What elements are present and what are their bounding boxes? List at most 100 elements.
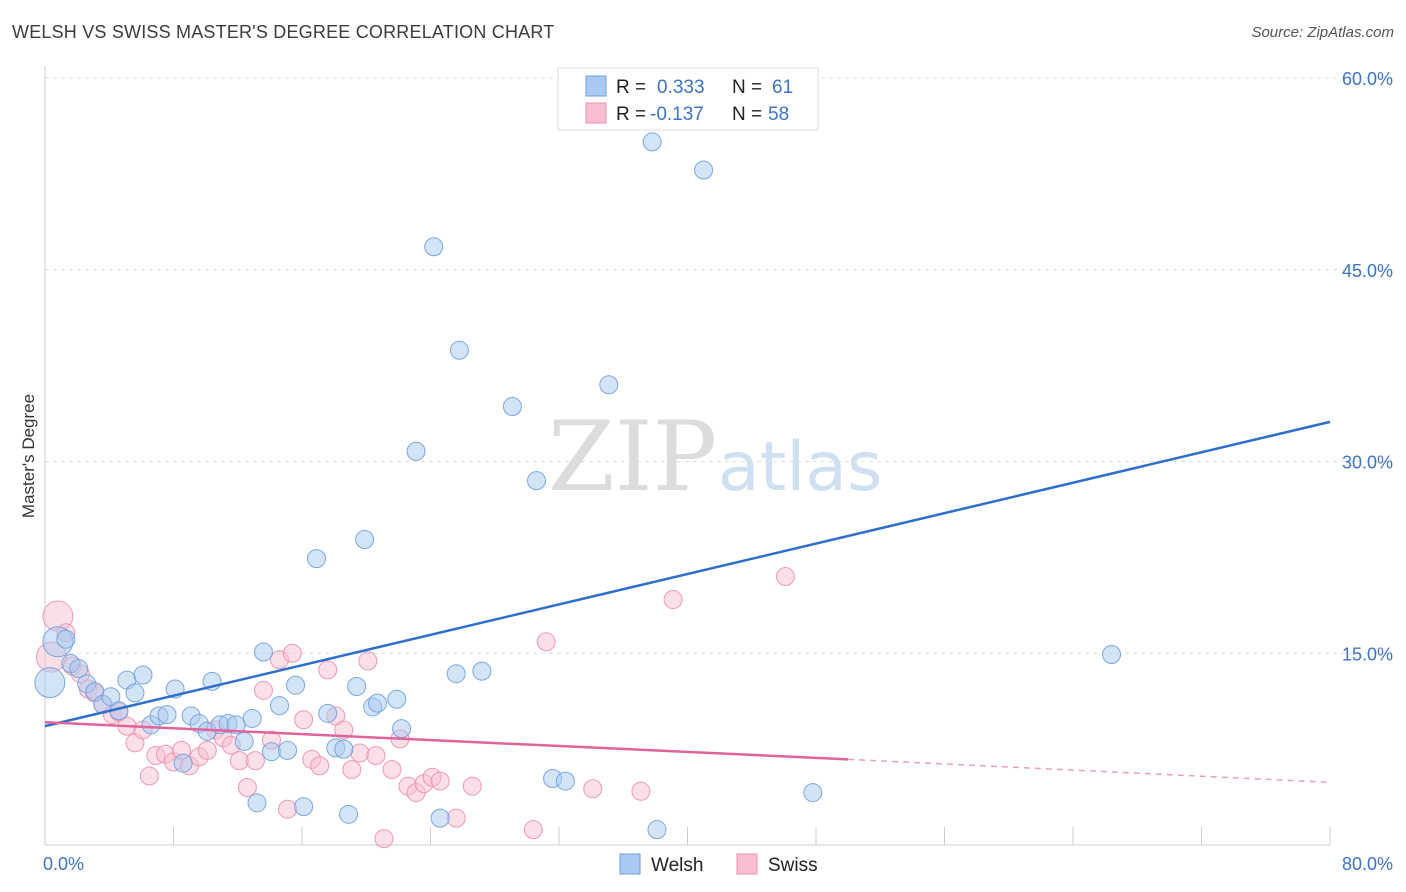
y-tick-label-0: 15.0% <box>1342 644 1393 664</box>
tick-labels: 15.0% 30.0% 45.0% 60.0% 0.0% 80.0% <box>43 69 1393 874</box>
swiss-point <box>294 710 314 730</box>
welsh-point <box>694 160 714 180</box>
welsh-points <box>34 132 1122 840</box>
swiss-point <box>197 740 217 760</box>
welsh-point <box>599 375 619 395</box>
swiss-point <box>310 756 330 776</box>
swiss-points <box>35 567 795 849</box>
y-tick-label-2: 45.0% <box>1342 261 1393 281</box>
watermark-zip: ZIP <box>548 401 717 513</box>
swiss-point <box>334 720 354 740</box>
swiss-point <box>278 799 298 819</box>
legend-n-label-swiss: N = <box>732 104 762 125</box>
welsh-point <box>424 237 444 257</box>
swiss-point <box>430 771 450 791</box>
welsh-point <box>125 683 145 703</box>
welsh-point <box>392 719 412 739</box>
swiss-point <box>583 779 603 799</box>
welsh-trend-line <box>44 420 1331 728</box>
legend-n-value-welsh: 61 <box>772 77 793 98</box>
chart-title: WELSH VS SWISS MASTER'S DEGREE CORRELATI… <box>12 22 555 42</box>
x-tick-label-1: 80.0% <box>1342 854 1393 874</box>
legend-label-swiss: Swiss <box>768 855 818 876</box>
legend-r-label-welsh: R = <box>616 77 646 98</box>
legend-n-label-welsh: N = <box>732 77 762 98</box>
legend-swatch-swiss <box>585 102 607 124</box>
series-legend: Welsh Swiss <box>619 853 818 876</box>
swiss-point <box>237 777 257 797</box>
welsh-point <box>69 659 89 679</box>
legend-r-value-swiss: -0.137 <box>650 104 704 125</box>
welsh-point <box>157 705 177 725</box>
y-tick-label-3: 60.0% <box>1342 69 1393 89</box>
swiss-point <box>229 751 249 771</box>
swiss-point <box>318 660 338 680</box>
welsh-point <box>234 731 254 751</box>
legend-r-label-swiss: R = <box>616 104 646 125</box>
welsh-point <box>261 742 281 762</box>
swiss-point <box>245 751 265 771</box>
swiss-point <box>446 808 466 828</box>
welsh-point <box>355 529 375 549</box>
swiss-point <box>536 632 556 652</box>
x-tick-label-0: 0.0% <box>43 854 84 874</box>
swiss-point <box>631 781 651 801</box>
welsh-point <box>34 667 66 699</box>
welsh-point <box>367 693 387 713</box>
swiss-point <box>366 746 386 766</box>
trend-lines <box>44 420 1331 784</box>
y-axis-label: Master's Degree <box>19 394 38 518</box>
swiss-trend-line <box>44 721 849 761</box>
swiss-point <box>342 760 362 780</box>
welsh-point <box>270 696 290 716</box>
welsh-point <box>133 665 153 685</box>
welsh-point <box>527 471 547 491</box>
axes <box>44 66 1331 846</box>
swiss-trend-extension <box>848 758 1331 784</box>
legend-swatch-swiss-bottom <box>736 853 758 875</box>
welsh-point <box>642 132 662 152</box>
legend-swatch-welsh <box>585 75 607 97</box>
welsh-point <box>173 753 193 773</box>
legend-label-welsh: Welsh <box>651 855 703 876</box>
legend-swatch-welsh-bottom <box>619 853 641 875</box>
swiss-point <box>358 651 378 671</box>
swiss-point <box>374 829 394 849</box>
correlation-legend: R = 0.333 N = 61 R = -0.137 N = 58 <box>557 67 819 131</box>
welsh-point <box>647 820 667 840</box>
watermark-atlas: atlas <box>718 428 882 507</box>
legend-r-value-welsh: 0.333 <box>657 77 705 98</box>
welsh-point <box>56 629 76 649</box>
watermark: ZIP atlas <box>548 401 882 513</box>
welsh-point <box>226 715 246 735</box>
welsh-point <box>278 740 298 760</box>
welsh-point <box>446 664 466 684</box>
welsh-point <box>242 708 262 728</box>
welsh-point <box>1102 645 1122 665</box>
swiss-point <box>462 776 482 796</box>
welsh-point <box>449 340 469 360</box>
welsh-point <box>472 661 492 681</box>
y-tick-label-1: 30.0% <box>1342 453 1393 473</box>
welsh-point <box>339 804 359 824</box>
welsh-point <box>318 703 338 723</box>
welsh-point <box>286 675 306 695</box>
welsh-point <box>306 549 326 569</box>
welsh-point <box>334 739 354 759</box>
welsh-point <box>406 441 426 461</box>
welsh-point <box>803 783 823 803</box>
welsh-point <box>247 793 267 813</box>
welsh-point <box>294 797 314 817</box>
welsh-point <box>502 397 522 417</box>
swiss-point <box>382 760 402 780</box>
swiss-point <box>282 643 302 663</box>
swiss-point <box>775 567 795 587</box>
welsh-point <box>387 689 407 709</box>
swiss-point <box>350 743 370 763</box>
welsh-point <box>430 808 450 828</box>
swiss-point <box>523 820 543 840</box>
source-credit: Source: ZipAtlas.com <box>1251 24 1394 41</box>
welsh-point <box>347 676 367 696</box>
swiss-point <box>663 590 683 610</box>
